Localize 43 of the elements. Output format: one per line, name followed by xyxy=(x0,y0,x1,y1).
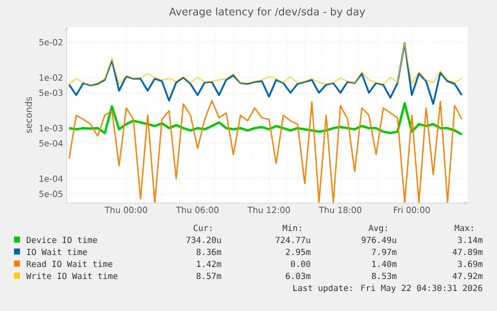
x-tick-label: Thu 18:00 xyxy=(318,206,362,214)
x-tick-label: Thu 06:00 xyxy=(176,206,219,214)
y-tick-label: 1e-02 xyxy=(40,74,62,81)
text: 8.57m xyxy=(196,272,222,280)
text: 2.95m xyxy=(286,248,310,256)
x-tick-label: Thu 00:00 xyxy=(104,206,148,214)
y-tick-label: 5e-04 xyxy=(39,140,63,147)
x-tick-label: Fri 00:00 xyxy=(394,206,430,214)
legend-label: Device IO time xyxy=(26,236,98,244)
text: Max: xyxy=(454,224,473,232)
y-tick-label: 5e-05 xyxy=(39,190,62,198)
line-series xyxy=(68,42,463,105)
x-tick-label: Thu 12:00 xyxy=(247,206,290,214)
text: Min: xyxy=(282,224,301,231)
line-series xyxy=(68,42,462,86)
text: 8.53m xyxy=(372,272,396,280)
y-tick-label: 5e-03 xyxy=(39,90,62,96)
legend-label: Read IO Wait time xyxy=(26,260,112,268)
y-tick-label: 5e-02 xyxy=(39,39,62,46)
text: 3.69m xyxy=(458,260,482,268)
legend-label: IO Wait time xyxy=(27,248,87,256)
text: Cur: xyxy=(194,224,212,232)
text: 976.49u xyxy=(362,236,396,244)
text: 6.03m xyxy=(286,272,310,280)
text: 734.20u xyxy=(186,236,221,244)
text: 1.42m xyxy=(197,260,222,267)
y-tick-label: 1e-04 xyxy=(40,175,63,182)
text: 47.89m xyxy=(452,248,482,256)
text: Avg: xyxy=(368,224,387,233)
text: 1.40m xyxy=(372,260,396,268)
text: 8.36m xyxy=(196,248,222,256)
text: Last update: Fri May 22 04:30:31 2026 xyxy=(293,284,482,293)
y-tick-label: 1e-03 xyxy=(40,124,62,132)
chart-title: Average latency for /dev/sda - by day xyxy=(169,7,366,18)
text: 47.92m xyxy=(452,272,482,280)
line-series xyxy=(68,100,462,203)
legend-label: Write IO Wait time xyxy=(26,272,118,280)
text: 3.14m xyxy=(458,236,482,244)
text: 0.00 xyxy=(290,260,310,268)
text: 7.97m xyxy=(372,248,396,256)
y-axis-title: seconds xyxy=(24,97,32,133)
line-series xyxy=(68,102,463,136)
text: 724.77u xyxy=(276,236,310,244)
